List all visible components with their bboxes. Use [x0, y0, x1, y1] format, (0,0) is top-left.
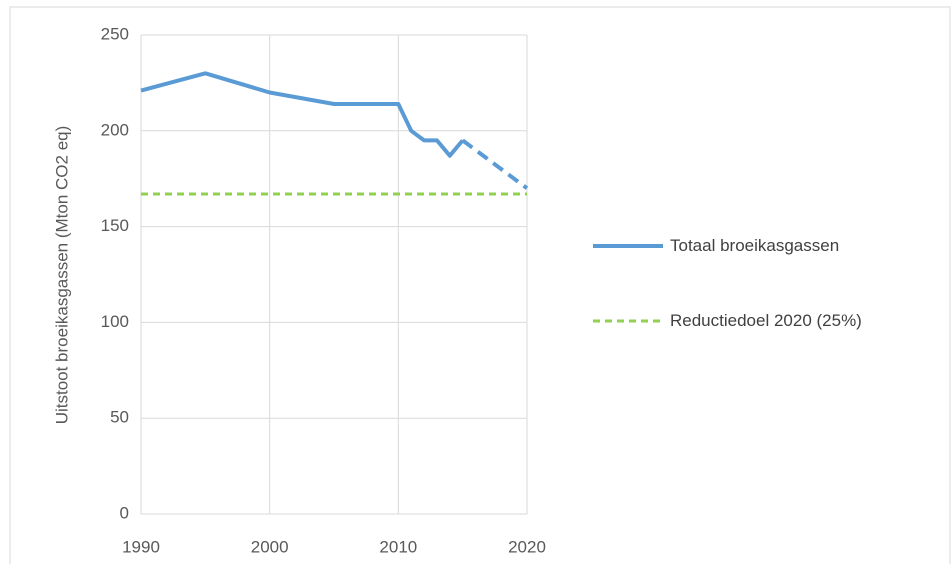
- data-line: [461, 138, 529, 190]
- x-tick-label: 2010: [379, 537, 417, 556]
- y-tick-label: 100: [101, 312, 129, 331]
- y-tick-label: 250: [101, 24, 129, 43]
- y-tick-label: 200: [101, 120, 129, 139]
- x-tick-label: 2020: [508, 537, 546, 556]
- chart-frame: [9, 6, 951, 564]
- y-tick-label: 150: [101, 216, 129, 235]
- y-tick-label: 50: [110, 408, 129, 427]
- legend-label: Totaal broeikasgassen: [670, 236, 840, 255]
- y-tick-label: 0: [120, 503, 129, 522]
- x-tick-label: 1990: [122, 537, 160, 556]
- y-axis-label: Uitstoot broeikasgassen (Mton CO2 eq): [52, 126, 71, 425]
- legend-label: Reductiedoel 2020 (25%): [670, 311, 862, 330]
- data-line: [140, 71, 465, 158]
- x-tick-label: 2000: [251, 537, 289, 556]
